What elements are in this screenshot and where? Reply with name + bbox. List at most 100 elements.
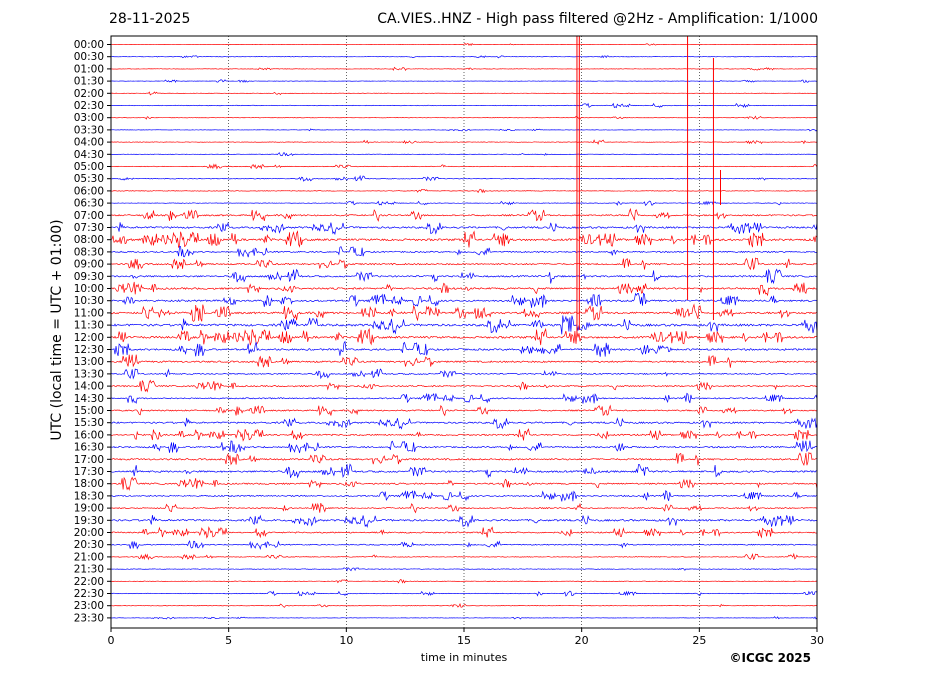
y-tick-label: 18:00 [74, 478, 104, 490]
chart-title: CA.VIES..HNZ - High pass filtered @2Hz -… [377, 11, 818, 27]
y-tick-label: 09:30 [74, 271, 104, 283]
x-tick-label: 20 [575, 634, 589, 647]
trace-1230 [110, 340, 818, 357]
spike-events [576, 36, 722, 335]
trace-0330 [110, 128, 818, 132]
y-tick-labels: 00:0000:3001:0001:3002:0002:3003:0003:30… [74, 39, 111, 624]
y-tick-label: 13:30 [74, 368, 104, 380]
trace-0200 [110, 91, 818, 96]
y-tick-label: 12:30 [74, 344, 104, 356]
trace-0000 [110, 42, 818, 46]
y-tick-label: 03:30 [74, 124, 104, 136]
y-tick-label: 21:30 [74, 564, 104, 576]
trace-1730 [110, 463, 818, 479]
trace-0730 [110, 221, 818, 236]
x-tick-label: 25 [692, 634, 706, 647]
y-tick-label: 20:00 [74, 527, 104, 539]
trace-1430 [110, 392, 818, 404]
trace-2300 [111, 603, 817, 608]
y-tick-label: 08:30 [74, 246, 104, 258]
plot-frame [110, 35, 818, 629]
y-tick-label: 01:00 [74, 63, 104, 75]
date-label: 28-11-2025 [109, 11, 191, 27]
trace-2000 [110, 526, 817, 539]
trace-1100 [110, 303, 818, 322]
y-tick-label: 17:00 [74, 454, 104, 466]
y-tick-label: 02:00 [74, 88, 104, 100]
y-tick-label: 21:00 [74, 551, 104, 563]
trace-0800 [110, 230, 818, 248]
copyright-text: ©ICGC 2025 [729, 651, 811, 665]
y-tick-label: 01:30 [74, 76, 104, 88]
y-tick-label: 13:00 [74, 356, 104, 368]
trace-1130 [111, 315, 818, 335]
trace-1530 [110, 417, 818, 430]
trace-1300 [110, 354, 818, 368]
trace-1930 [110, 514, 818, 528]
trace-1630 [110, 440, 818, 454]
trace-0530 [110, 174, 818, 182]
y-tick-label: 00:30 [74, 51, 104, 63]
seismic-traces [110, 42, 818, 620]
trace-1800 [110, 476, 818, 491]
trace-0030 [110, 55, 818, 59]
trace-2100 [110, 552, 818, 561]
y-tick-label: 22:30 [74, 588, 104, 600]
y-tick-label: 10:30 [74, 295, 104, 307]
trace-0230 [110, 102, 818, 109]
trace-0600 [110, 188, 818, 194]
y-tick-label: 16:30 [74, 442, 104, 454]
x-tick-label: 30 [810, 634, 824, 647]
y-tick-label: 04:30 [74, 149, 104, 161]
y-tick-label: 04:00 [74, 137, 104, 149]
trace-1000 [110, 281, 818, 297]
trace-2330 [110, 616, 818, 620]
y-tick-label: 23:30 [74, 612, 104, 624]
trace-0400 [110, 139, 818, 145]
y-tick-label: 12:00 [74, 332, 104, 344]
y-tick-label: 15:00 [74, 405, 104, 417]
trace-0300 [110, 115, 818, 120]
trace-1700 [110, 452, 818, 467]
trace-2130 [111, 567, 818, 572]
y-tick-label: 19:30 [74, 515, 104, 527]
y-tick-label: 11:30 [74, 320, 104, 332]
trace-0500 [110, 163, 818, 170]
trace-0830 [110, 245, 818, 258]
y-tick-label: 02:30 [74, 100, 104, 112]
trace-0930 [110, 268, 818, 285]
y-tick-label: 15:30 [74, 417, 104, 429]
x-axis-label: time in minutes [420, 651, 508, 664]
y-tick-label: 11:00 [74, 307, 104, 319]
y-tick-label: 05:30 [74, 173, 104, 185]
y-tick-label: 20:30 [74, 539, 104, 551]
trace-1830 [110, 490, 818, 502]
x-tick-labels: 0 5 10 15 20 25 30 [108, 628, 824, 647]
trace-1400 [110, 379, 818, 393]
y-tick-label: 09:00 [74, 259, 104, 271]
x-tick-label: 15 [457, 634, 471, 647]
trace-0130 [110, 79, 818, 83]
trace-2230 [110, 590, 818, 597]
y-tick-label: 05:00 [74, 161, 104, 173]
y-tick-label: 08:00 [74, 234, 104, 246]
x-tick-label: 0 [108, 634, 115, 647]
trace-0100 [110, 66, 818, 71]
trace-0900 [110, 257, 818, 271]
trace-1600 [110, 428, 818, 442]
trace-1500 [110, 404, 818, 417]
y-tick-label: 23:00 [74, 600, 104, 612]
trace-1200 [110, 327, 818, 346]
x-tick-label: 5 [225, 634, 232, 647]
y-tick-label: 00:00 [74, 39, 104, 51]
trace-2200 [110, 579, 818, 584]
y-axis-label: UTC (local time = UTC + 01:00) [49, 219, 65, 441]
y-tick-label: 14:30 [74, 393, 104, 405]
trace-1330 [110, 368, 818, 380]
y-tick-label: 07:30 [74, 222, 104, 234]
y-tick-label: 19:00 [74, 503, 104, 515]
y-tick-label: 16:00 [74, 429, 104, 441]
y-tick-label: 06:30 [74, 198, 104, 210]
y-tick-label: 14:00 [74, 381, 104, 393]
